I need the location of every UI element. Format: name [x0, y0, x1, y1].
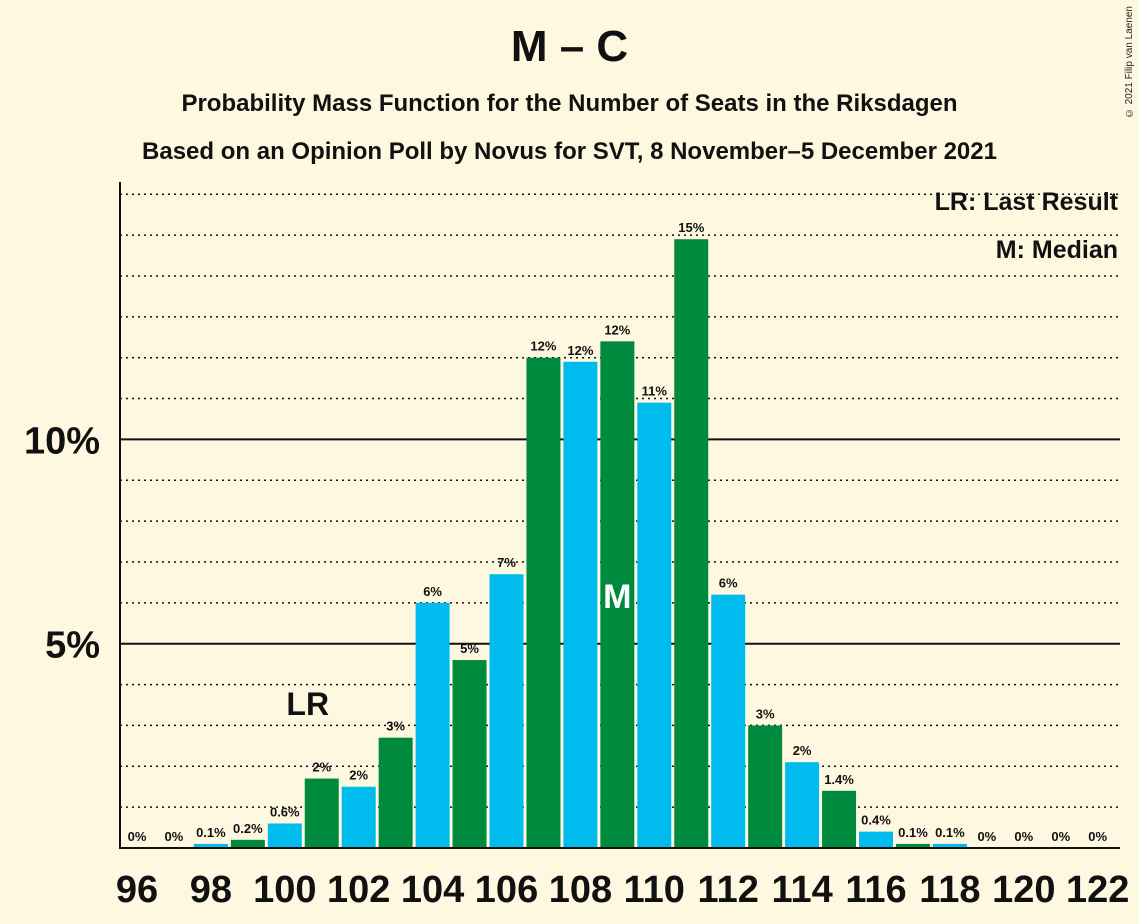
chart-subtitle-2: Based on an Opinion Poll by Novus for SV…	[142, 138, 997, 165]
value-label: 0.1%	[196, 825, 226, 840]
value-label: 0%	[165, 829, 184, 844]
chart-subtitle-1: Probability Mass Function for the Number…	[181, 90, 958, 117]
y-tick-label: 5%	[45, 625, 100, 667]
value-label: 0%	[1014, 829, 1033, 844]
bar-seat-109	[600, 341, 635, 848]
bar-seat-117	[895, 843, 930, 848]
value-label: 11%	[642, 384, 668, 399]
value-label: 2%	[793, 743, 812, 758]
value-label: 6%	[423, 584, 442, 599]
bar-seat-111	[674, 239, 709, 848]
bar-seat-110	[637, 402, 672, 848]
value-label: 12%	[567, 343, 593, 358]
bar-seat-118	[932, 843, 967, 848]
x-tick-label: 106	[475, 869, 538, 911]
value-label: 0.1%	[935, 825, 965, 840]
value-label: 5%	[460, 641, 479, 656]
last-result-marker: LR	[286, 686, 329, 722]
x-tick-label: 96	[116, 869, 158, 911]
x-tick-label: 118	[919, 869, 980, 911]
x-tick-label: 98	[190, 869, 232, 911]
value-label: 0%	[128, 829, 147, 844]
bar-seat-113	[748, 725, 783, 848]
bar-seat-116	[859, 831, 893, 848]
x-tick-label: 102	[327, 869, 390, 911]
x-tick-label: 112	[698, 869, 759, 911]
legend-last-result: LR: Last Result	[935, 188, 1119, 216]
x-tick-label: 116	[845, 869, 906, 911]
x-tick-label: 100	[253, 869, 316, 911]
value-label: 15%	[678, 220, 704, 235]
bar-seat-112	[711, 594, 746, 848]
value-label: 2%	[312, 760, 331, 775]
x-tick-label: 120	[992, 869, 1055, 911]
bar-seat-108	[563, 361, 598, 848]
bar-seat-104	[415, 602, 450, 848]
bar-seat-103	[378, 737, 413, 848]
median-marker: M	[603, 578, 631, 616]
x-tick-label: 122	[1066, 869, 1129, 911]
value-label: 6%	[719, 576, 738, 591]
value-label: 0.2%	[233, 821, 263, 836]
value-label: 3%	[756, 706, 775, 721]
bar-seat-99	[230, 839, 265, 848]
value-label: 3%	[386, 719, 405, 734]
x-tick-label: 114	[771, 869, 832, 911]
value-label: 7%	[497, 555, 516, 570]
value-label: 12%	[530, 339, 556, 354]
x-tick-label: 110	[624, 869, 685, 911]
y-tick-label: 10%	[24, 420, 100, 462]
value-label: 0.1%	[898, 825, 928, 840]
bar-seat-114	[785, 762, 820, 848]
bar-seat-102	[341, 786, 376, 848]
bar-seat-105	[452, 660, 487, 848]
bar-seat-107	[526, 357, 561, 848]
value-label: 0%	[1051, 829, 1070, 844]
chart-title: M – C	[510, 22, 629, 71]
x-tick-label: 108	[549, 869, 612, 911]
value-label: 0%	[1088, 829, 1107, 844]
value-label: 2%	[349, 768, 368, 783]
bar-seat-101	[304, 778, 339, 848]
bar-seat-115	[822, 790, 857, 848]
value-label: 0.6%	[270, 804, 300, 819]
bar-seat-98	[193, 843, 228, 848]
value-label: 1.4%	[824, 772, 854, 787]
value-label: 0%	[977, 829, 996, 844]
bar-seat-100	[267, 823, 302, 848]
x-tick-label: 104	[401, 869, 464, 911]
bar-seat-106	[489, 574, 524, 848]
value-label: 12%	[604, 322, 630, 337]
value-label: 0.4%	[861, 813, 891, 828]
legend-median: M: Median	[996, 236, 1118, 264]
